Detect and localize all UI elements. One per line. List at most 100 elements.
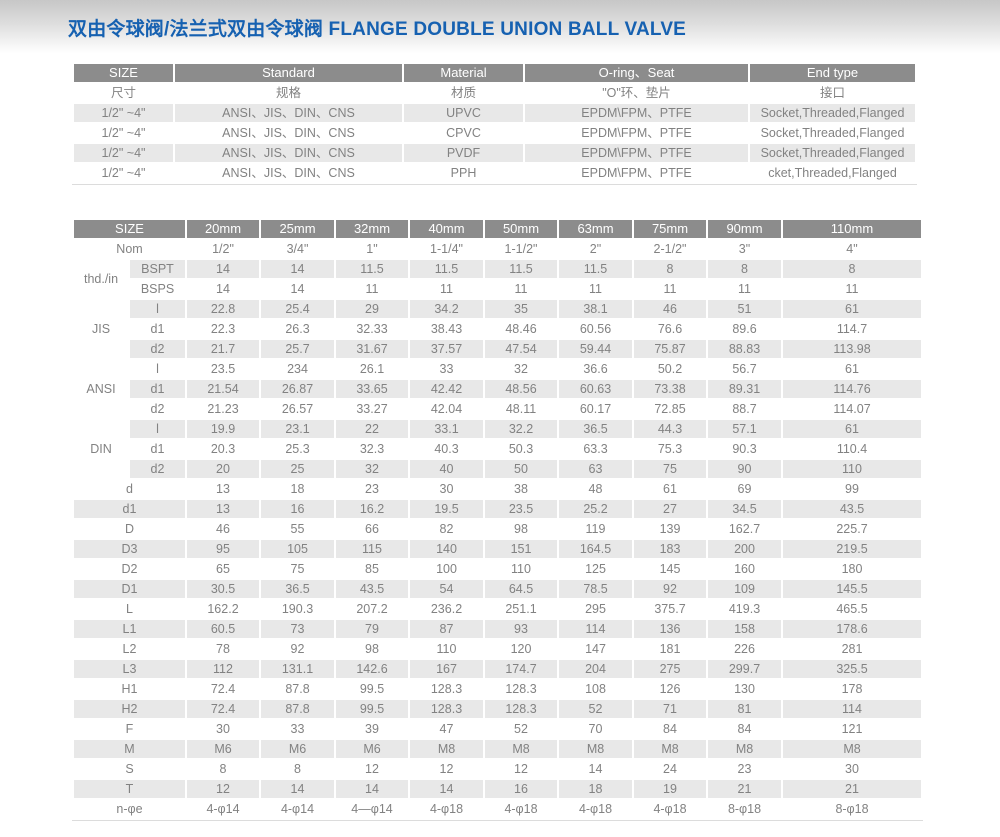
data-cell: 14: [259, 278, 336, 300]
data-cell: 151: [483, 538, 559, 560]
data-cell: 4-φ18: [632, 798, 708, 820]
data-cell: 12: [334, 758, 410, 780]
table-row: Nom 1/2" 3/4" 1" 1-1/4" 1-1/2" 2" 2-1/2" 3" 4": [72, 238, 923, 260]
data-cell: ANSI、JIS、DIN、CNS: [173, 142, 404, 164]
table-row: d2 21.23 26.57 33.27 42.04 48.11 60.17 72.85 88.…: [73, 398, 923, 420]
data-cell: 110: [483, 558, 559, 580]
data-cell: 275: [632, 658, 708, 680]
data-cell: 31.67: [334, 338, 410, 360]
data-cell: 110: [781, 458, 923, 480]
data-cell: 26.1: [334, 358, 410, 380]
data-cell: 183: [632, 538, 708, 560]
data-cell: 22.8: [185, 298, 261, 320]
data-cell: 128.3: [483, 698, 559, 720]
data-cell: 75.87: [632, 338, 708, 360]
data-cell: 73: [259, 618, 336, 640]
data-cell: 38.1: [557, 298, 634, 320]
table-row: JIS l 22.8 25.4 29 34.2 35 38.1 46 51 61: [72, 298, 923, 360]
data-cell: 76.6: [632, 318, 708, 340]
data-cell: 114.76: [781, 378, 923, 400]
data-cell: 178.6: [781, 618, 923, 640]
data-cell: 13: [185, 498, 261, 520]
table-row: SIZE 20mm 25mm 32mm 40mm 50mm 63mm 75mm 90mm 110m…: [72, 218, 923, 240]
data-cell: 34.5: [706, 498, 783, 520]
data-cell: 1-1/2": [483, 238, 559, 260]
data-cell: 60.17: [557, 398, 634, 420]
data-cell: 190.3: [259, 598, 336, 620]
col-header: 20mm: [185, 218, 261, 240]
col-header: 40mm: [408, 218, 485, 240]
data-cell: 145: [632, 558, 708, 580]
data-cell: 60.56: [557, 318, 634, 340]
data-cell: 115: [334, 538, 410, 560]
data-cell: 48: [557, 478, 634, 500]
row-label: F: [72, 718, 187, 740]
data-cell: 11.5: [334, 258, 410, 280]
data-cell: 131.1: [259, 658, 336, 680]
data-cell: 54: [408, 578, 485, 600]
data-cell: M8: [557, 738, 634, 760]
data-cell: 4-φ18: [557, 798, 634, 820]
data-cell: EPDM\FPM、PTFE: [523, 122, 750, 144]
data-cell: 27: [632, 498, 708, 520]
data-cell: 8: [706, 258, 783, 280]
data-cell: 21.7: [185, 338, 261, 360]
data-cell: 295: [557, 598, 634, 620]
data-cell: 38: [483, 478, 559, 500]
data-cell: 11: [483, 278, 559, 300]
data-cell: 36.5: [557, 418, 634, 440]
table-row: d1 21.54 26.87 33.65 42.42 48.56 60.63 73.38 89.…: [73, 378, 923, 400]
dimensions-table: SIZE 20mm 25mm 32mm 40mm 50mm 63mm 75mm 90mm 110m…: [72, 218, 923, 820]
group-label: ANSI: [72, 358, 130, 420]
spec-table: SIZE Standard Material O-ring、Seat End type 尺…: [72, 62, 917, 184]
table-row: d 13 18 23 30 38 48 61 69 99: [72, 478, 923, 500]
page-title: 双由令球阀/法兰式双由令球阀 FLANGE DOUBLE UNION BALL …: [68, 19, 687, 40]
table-row: ANSI l 23.5 234 26.1 33 32 36.6 50.2 56.7 61: [72, 358, 923, 420]
sub-label: BSPT: [128, 258, 187, 280]
col-header-cn: 材质: [402, 82, 525, 104]
data-cell: 14: [334, 778, 410, 800]
data-cell: 90.3: [706, 438, 783, 460]
data-cell: 75: [632, 458, 708, 480]
col-header-cn: "O"环、垫片: [523, 82, 750, 104]
data-cell: 8: [781, 258, 923, 280]
sub-label: d1: [128, 318, 187, 340]
data-cell: 114: [781, 698, 923, 720]
data-cell: 52: [557, 698, 634, 720]
row-label: D2: [72, 558, 187, 580]
row-label: H2: [72, 698, 187, 720]
data-cell: 125: [557, 558, 634, 580]
data-cell: 4-φ18: [408, 798, 485, 820]
data-cell: 32.33: [334, 318, 410, 340]
data-cell: 162.2: [185, 598, 261, 620]
data-cell: 52: [483, 718, 559, 740]
data-cell: 73.38: [632, 378, 708, 400]
sub-label: d2: [128, 338, 187, 360]
data-cell: 50: [483, 458, 559, 480]
data-cell: 72.4: [185, 678, 261, 700]
data-cell: 419.3: [706, 598, 783, 620]
data-cell: M6: [259, 738, 336, 760]
table-row: BSPS 14 14 11 11 11 11 11 11 11: [73, 278, 923, 300]
table-row: T 12 14 14 14 16 18 19 21 21: [72, 778, 923, 800]
data-cell: M8: [706, 738, 783, 760]
table-row: L1 60.5 73 79 87 93 114 136 158 178.6: [72, 618, 923, 640]
data-cell: 23: [706, 758, 783, 780]
data-cell: 110: [408, 638, 485, 660]
data-cell: 63: [557, 458, 634, 480]
data-cell: 12: [185, 778, 261, 800]
data-cell: 29: [334, 298, 410, 320]
data-cell: M8: [408, 738, 485, 760]
data-cell: 48.46: [483, 318, 559, 340]
table-row: M M6 M6 M6 M8 M8 M8 M8 M8 M8: [72, 738, 923, 760]
data-cell: 110.4: [781, 438, 923, 460]
data-cell: M8: [483, 738, 559, 760]
data-cell: 8: [185, 758, 261, 780]
data-cell: 48.56: [483, 378, 559, 400]
row-label: H1: [72, 678, 187, 700]
col-header: 90mm: [706, 218, 783, 240]
data-cell: 128.3: [483, 678, 559, 700]
data-cell: 50.2: [632, 358, 708, 380]
group-label: thd./in: [72, 258, 130, 300]
data-cell: 11: [781, 278, 923, 300]
